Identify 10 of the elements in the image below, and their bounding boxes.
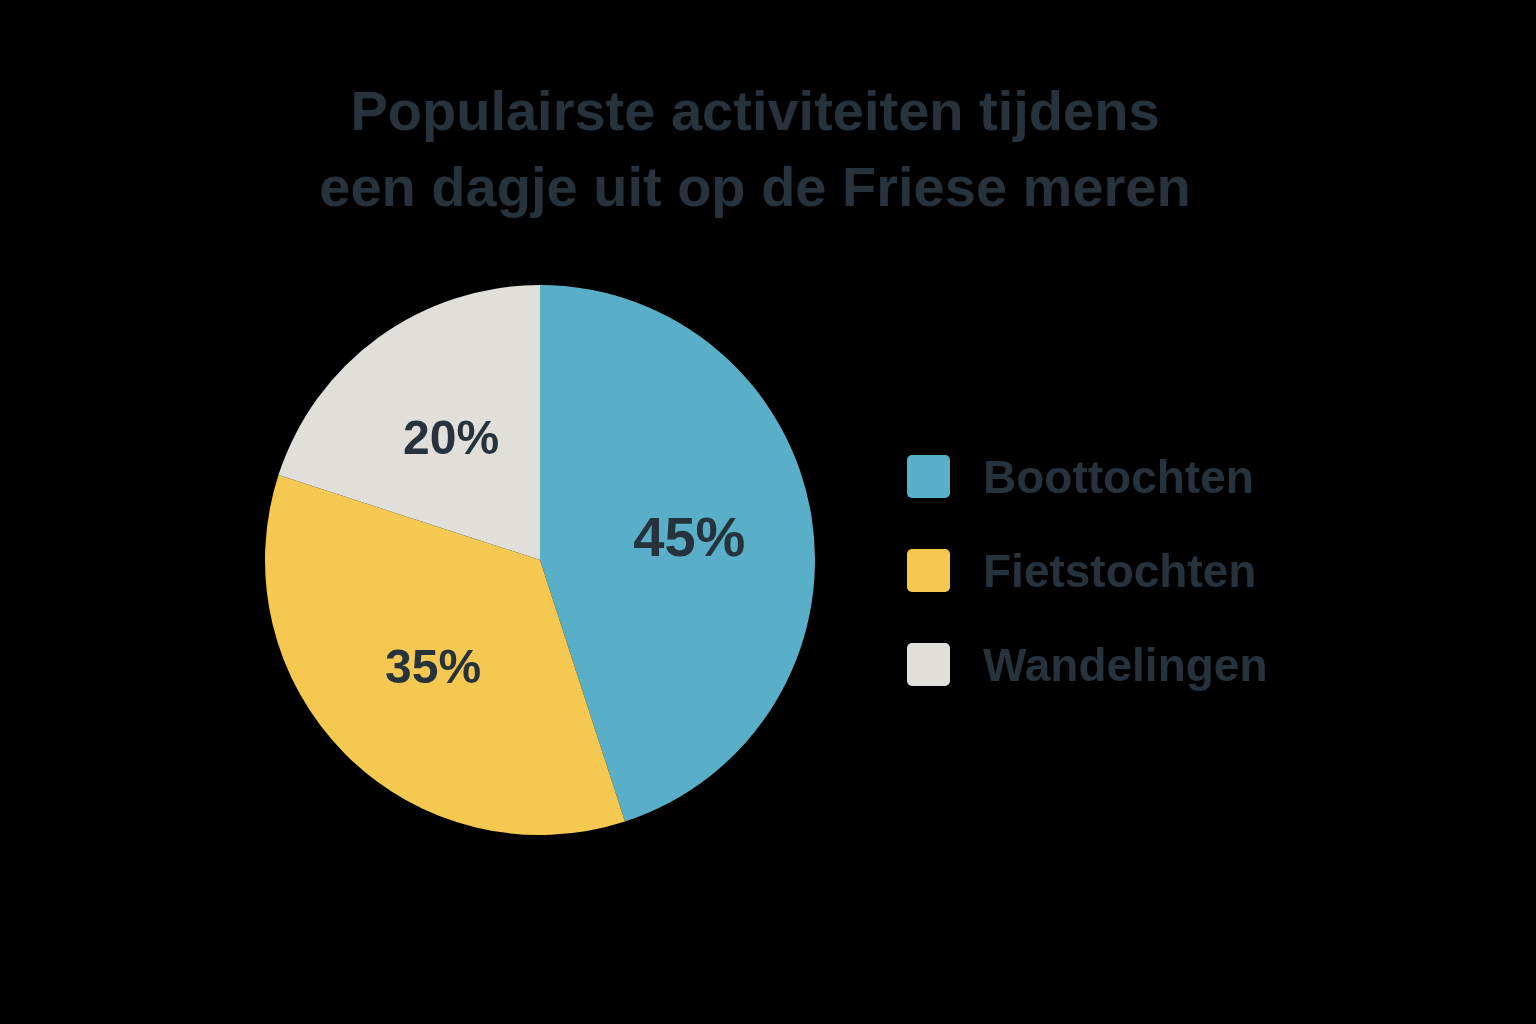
pie-slice xyxy=(278,285,540,560)
data-label: 20% xyxy=(403,411,500,465)
pie-slice xyxy=(540,285,815,822)
legend-label: Wandelingen xyxy=(983,639,1268,691)
chart-title: Populairste activiteiten tijdens een dagje uit op de Friese meren xyxy=(319,79,1191,218)
pie-slice xyxy=(265,475,625,835)
legend-label: Fietstochten xyxy=(983,545,1257,597)
legend-label: Boottochten xyxy=(983,451,1254,503)
data-label: 35% xyxy=(385,640,482,694)
data-label: 45% xyxy=(633,504,746,568)
